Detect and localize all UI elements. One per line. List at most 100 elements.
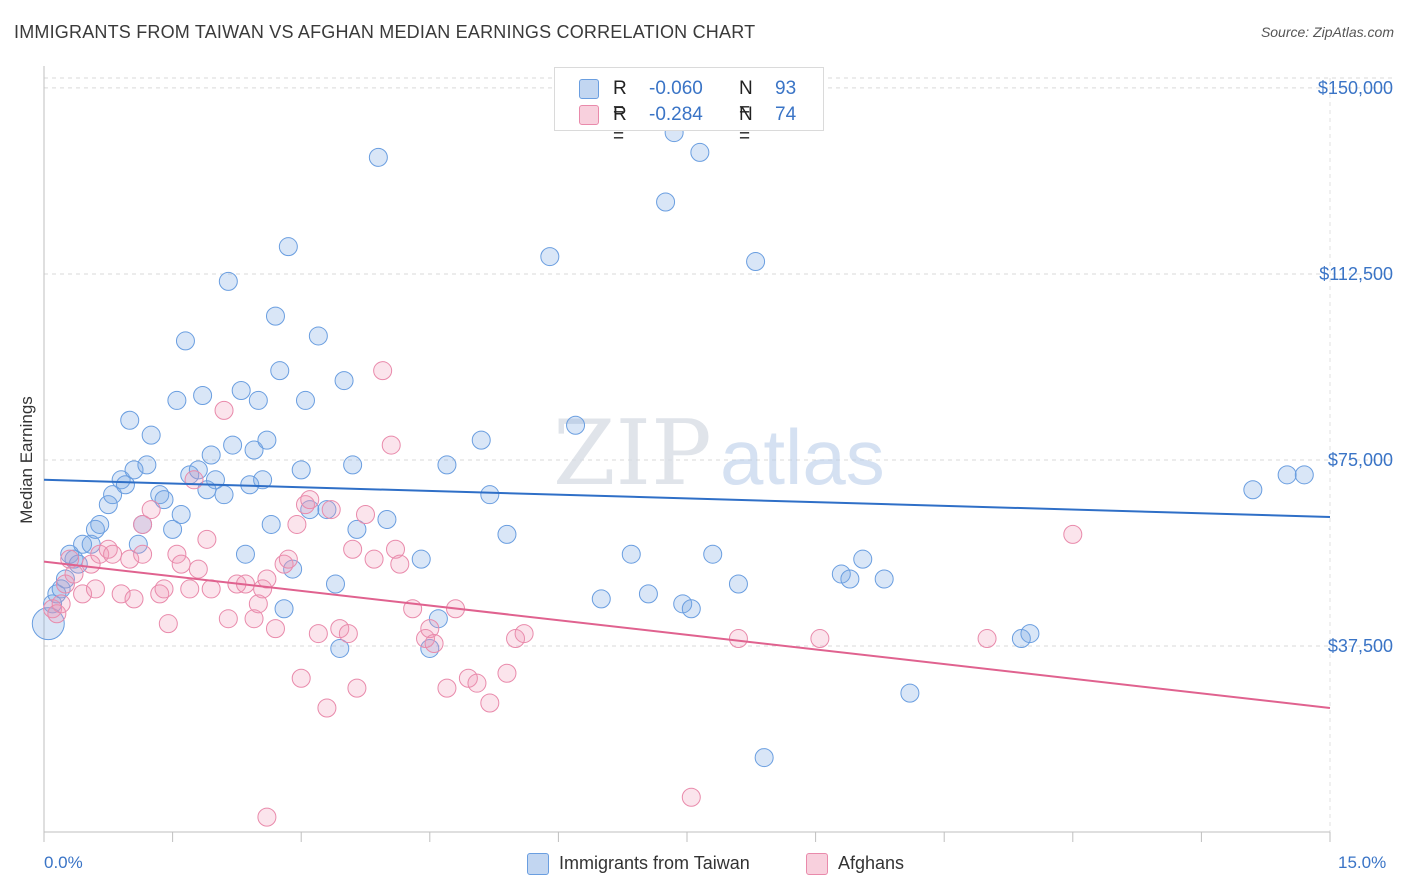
point-taiwan: [120, 410, 140, 430]
point-afghans: [381, 435, 401, 455]
y-tick-label: $150,000: [1318, 78, 1393, 98]
watermark-zip: ZIP: [553, 401, 712, 506]
point-taiwan: [1294, 465, 1314, 485]
point-taiwan: [690, 142, 710, 162]
point-afghans: [265, 619, 285, 639]
point-taiwan: [90, 514, 110, 534]
y-tick-label: $112,500: [1319, 264, 1393, 284]
point-afghans: [424, 634, 444, 653]
point-taiwan: [270, 361, 290, 381]
point-afghans: [253, 579, 273, 599]
legend-n-label: N =: [739, 104, 753, 147]
legend-r-value: -0.060: [649, 78, 703, 99]
point-afghans: [124, 589, 144, 609]
point-taiwan: [497, 524, 517, 544]
point-afghans: [287, 514, 307, 534]
point-taiwan: [295, 390, 315, 410]
point-taiwan: [278, 237, 298, 257]
legend-n-label: N =: [739, 78, 753, 121]
point-afghans: [386, 539, 406, 559]
point-taiwan: [137, 455, 157, 475]
point-afghans: [356, 505, 375, 525]
point-afghans: [1063, 524, 1083, 544]
point-taiwan: [141, 425, 161, 445]
legend-r-value: -0.284: [649, 104, 703, 125]
point-taiwan: [274, 599, 294, 619]
chart-title: IMMIGRANTS FROM TAIWAN VS AFGHAN MEDIAN …: [14, 22, 756, 42]
point-taiwan: [188, 460, 208, 480]
point-afghans: [133, 544, 153, 564]
point-afghans: [343, 539, 363, 559]
point-taiwan: [325, 574, 345, 594]
point-taiwan: [253, 470, 273, 490]
point-taiwan: [746, 252, 766, 272]
point-afghans: [480, 693, 500, 713]
point-afghans: [347, 678, 367, 698]
point-taiwan: [167, 390, 187, 410]
legend-label-afghans: Afghans: [838, 853, 905, 873]
point-taiwan: [437, 455, 457, 475]
point-taiwan: [566, 415, 586, 435]
point-taiwan: [656, 192, 676, 212]
point-taiwan: [218, 271, 238, 291]
point-afghans: [51, 594, 71, 614]
axes: [43, 66, 1331, 842]
point-taiwan: [265, 306, 285, 326]
point-afghans: [364, 549, 384, 569]
point-taiwan: [681, 599, 701, 619]
point-taiwan: [471, 430, 491, 450]
legend-swatch-taiwan: [579, 79, 599, 99]
point-taiwan: [853, 549, 873, 569]
point-taiwan: [334, 371, 354, 391]
point-afghans: [154, 579, 174, 599]
y-tick-labels: $37,500 $75,000 $112,500 $150,000: [1318, 78, 1393, 656]
source-note: Source: ZipAtlas.com: [1260, 24, 1394, 40]
point-afghans: [278, 549, 298, 569]
point-taiwan: [103, 485, 123, 505]
point-taiwan: [244, 440, 264, 460]
legend-n-value: 74: [775, 104, 797, 125]
point-afghans: [167, 544, 187, 564]
point-taiwan: [874, 569, 894, 589]
trendline-taiwan: [43, 478, 1331, 519]
point-afghans: [184, 470, 204, 490]
point-taiwan: [1020, 624, 1040, 644]
point-afghans: [810, 629, 830, 649]
point-afghans: [300, 490, 320, 510]
point-afghans: [248, 594, 268, 614]
point-taiwan: [840, 569, 860, 589]
point-afghans: [218, 609, 238, 629]
point-afghans: [111, 584, 131, 604]
point-afghans: [257, 807, 277, 827]
point-taiwan: [291, 460, 311, 480]
stats-legend: R = -0.060 N = 93 R = -0.284 N = 74: [554, 67, 824, 147]
x-tick-max: 15.0%: [1338, 853, 1387, 872]
point-taiwan: [257, 430, 277, 450]
point-afghans: [373, 361, 393, 381]
point-taiwan: [377, 509, 397, 529]
x-tick-min: 0.0%: [44, 853, 83, 872]
y-tick-label: $37,500: [1328, 636, 1393, 656]
point-afghans: [141, 500, 161, 520]
point-taiwan: [368, 147, 388, 167]
point-afghans: [158, 614, 178, 634]
legend-r-label: R =: [613, 104, 627, 147]
point-afghans: [338, 624, 358, 644]
point-afghans: [390, 554, 410, 574]
point-afghans: [133, 514, 153, 534]
point-taiwan: [754, 748, 774, 768]
legend-label-taiwan: Immigrants from Taiwan: [559, 853, 750, 873]
legend-swatch-afghans: [806, 853, 828, 875]
point-taiwan: [1277, 465, 1297, 485]
point-afghans: [244, 609, 264, 629]
point-afghans: [420, 619, 440, 639]
point-afghans: [85, 579, 105, 599]
legend-n-value: 93: [775, 78, 797, 99]
point-afghans: [977, 629, 997, 649]
point-taiwan: [201, 445, 221, 465]
y-tick-label: $75,000: [1328, 450, 1393, 470]
point-afghans: [120, 549, 140, 569]
point-taiwan: [171, 505, 191, 525]
point-taiwan: [540, 247, 560, 267]
